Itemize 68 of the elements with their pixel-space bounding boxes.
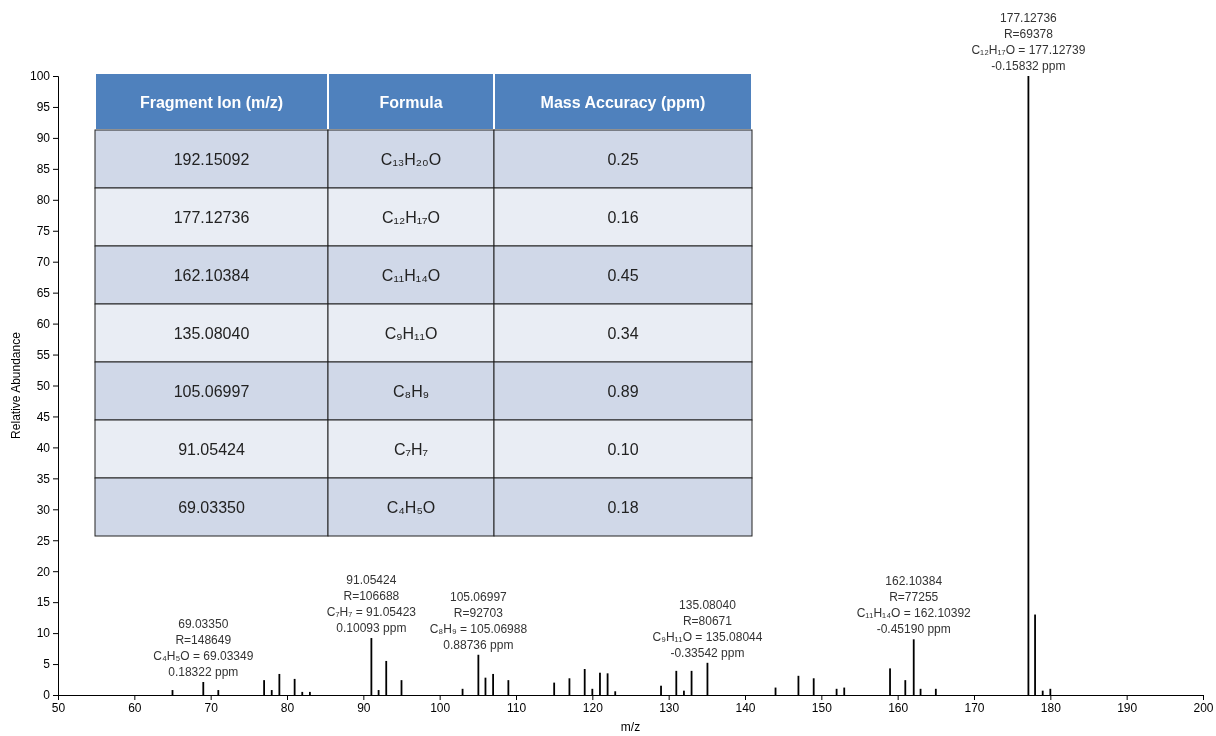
x-axis-title: m/z	[620, 720, 641, 734]
annotation: C₁₁H₁₄O	[381, 267, 441, 284]
x-tick-label: 130	[659, 700, 680, 715]
annotation: 0.34	[607, 325, 639, 342]
y-tick-label: 70	[36, 255, 51, 270]
y-tick-label: 40	[36, 440, 51, 455]
x-tick-label: 160	[888, 700, 909, 715]
x-tick-label: 110	[506, 700, 527, 715]
x-tick-label: 90	[357, 700, 371, 715]
annotation: 0.89	[607, 383, 639, 400]
y-axis-title: Relative Abundance	[9, 331, 23, 439]
annotation: 69.03350 R=148649 C₄H₅O = 69.03349 0.18322 ppm	[153, 617, 254, 679]
y-tick-label: 10	[36, 626, 51, 641]
y-tick-label: 15	[36, 595, 51, 610]
annotation: 0.45	[607, 267, 639, 284]
annotation: 0.25	[607, 151, 639, 168]
annotation: 162.10384	[173, 267, 250, 284]
x-tick-label: 80	[280, 700, 295, 715]
y-tick-label: 90	[36, 131, 51, 146]
x-tick-label: 60	[128, 700, 142, 715]
x-tick-label: 120	[582, 700, 604, 715]
annotation: 162.10384 R=77255 C₁₁H₁₄O = 162.10392 -0.45190 ppm	[856, 574, 972, 637]
annotation: C₁₂H₁₇O	[381, 209, 441, 226]
y-tick-label: 85	[36, 162, 51, 177]
x-tick-label: 170	[964, 700, 985, 715]
annotation: 177.12736 R=69378 C₁₂H₁₇O = 177.12739 -0.15832 ppm	[971, 11, 1086, 73]
annotation: 135.08040	[173, 325, 250, 342]
y-tick-label: 0	[43, 688, 51, 703]
y-tick-label: 20	[36, 564, 51, 579]
annotation: 69.03350	[178, 499, 245, 516]
annotation: 105.06997 R=92703 C₈H₉ = 105.06988 0.88736 ppm	[429, 589, 528, 652]
x-tick-label: 100	[430, 700, 451, 715]
y-tick-label: 35	[36, 471, 51, 486]
annotation: 0.16	[607, 209, 639, 226]
annotation: C₇H₇	[393, 441, 429, 458]
annotation: C₁₃H₂₀O	[380, 151, 442, 168]
annotation: 91.05424 R=106688 C₇H₇ = 91.05423 0.10093 ppm	[326, 573, 417, 636]
y-tick-label: 65	[36, 285, 51, 300]
x-tick-label: 70	[204, 700, 219, 715]
x-tick-label: 140	[735, 700, 756, 715]
y-tick-label: 50	[36, 378, 51, 393]
annotation: 192.15092	[173, 151, 250, 168]
annotation: Formula	[379, 93, 443, 111]
y-tick-label: 100	[29, 69, 51, 84]
y-tick-label: 30	[36, 502, 51, 517]
annotation: 135.08040 R=80671 C₉H₁₁O = 135.08044 -0.33542 ppm	[652, 597, 763, 660]
annotation: C₉H₁₁O	[384, 325, 438, 342]
y-tick-label: 45	[36, 409, 51, 424]
x-tick-label: 150	[811, 700, 833, 715]
y-tick-label: 60	[36, 316, 51, 331]
y-tick-label: 75	[36, 224, 51, 239]
x-tick-label: 200	[1193, 700, 1214, 715]
x-tick-label: 190	[1117, 700, 1138, 715]
y-tick-label: 25	[36, 533, 51, 548]
annotation: Mass Accuracy (ppm)	[540, 93, 706, 111]
annotation: C₄H₅O	[386, 499, 436, 516]
annotation: 0.10	[607, 441, 639, 458]
x-tick-label: 180	[1040, 700, 1062, 715]
y-tick-label: 5	[43, 657, 51, 672]
annotation: 91.05424	[178, 441, 245, 458]
annotation: 0.18	[607, 499, 639, 516]
annotation: C₈H₉	[392, 383, 430, 400]
annotation: Fragment Ion (m/z)	[139, 93, 284, 111]
y-tick-label: 55	[36, 347, 51, 362]
annotation: 177.12736	[173, 209, 250, 226]
annotation: 105.06997	[173, 383, 250, 400]
y-tick-label: 80	[36, 193, 51, 208]
y-tick-label: 95	[36, 100, 51, 115]
